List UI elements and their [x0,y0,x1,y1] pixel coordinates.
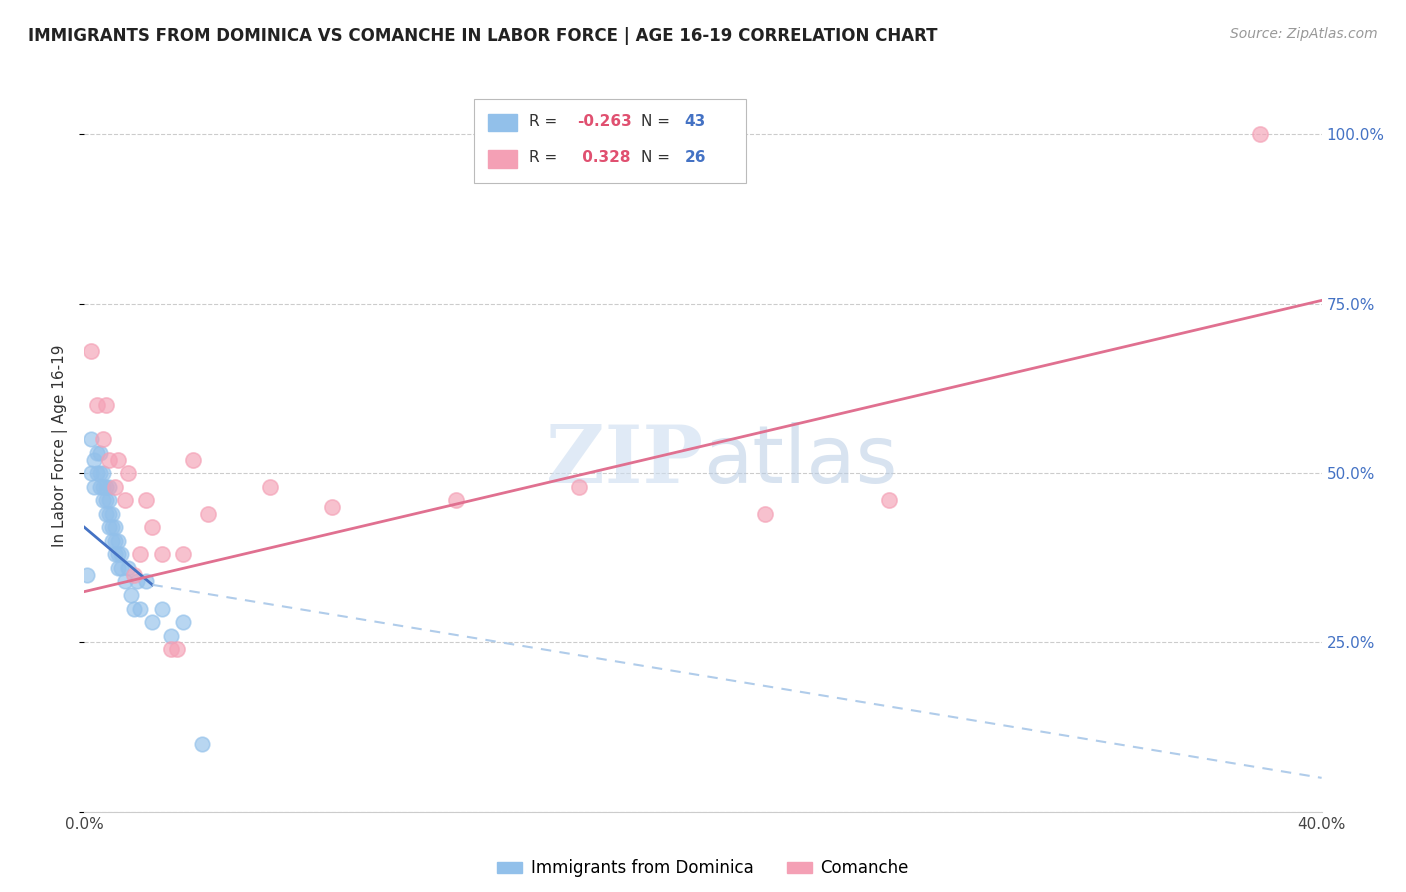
Point [79,344,101,359]
Point [110,561,132,575]
Point [104,547,127,561]
Point [160,629,183,643]
Point [104,533,127,548]
Point [94,480,117,494]
Point [120,588,142,602]
Point [172,615,194,629]
Point [181,452,204,467]
Point [89,466,111,480]
Point [107,533,129,548]
Point [83,480,105,494]
Point [568,480,591,494]
Point [107,547,129,561]
Point [91,493,114,508]
Point [197,507,219,521]
Point [91,432,114,446]
Point [129,547,152,561]
Point [79,466,101,480]
Point [150,601,173,615]
Point [89,480,111,494]
FancyBboxPatch shape [474,99,747,183]
Point [444,493,467,508]
Point [86,398,108,412]
Text: ZIP: ZIP [546,422,703,500]
Point [117,561,139,575]
Point [191,737,214,751]
Point [104,480,127,494]
Point [125,574,148,589]
Point [877,493,900,508]
Point [1249,128,1271,142]
Point [104,520,127,534]
Point [141,615,163,629]
Point [135,493,157,508]
Point [754,507,776,521]
Text: Source: ZipAtlas.com: Source: ZipAtlas.com [1230,27,1378,41]
Point [107,561,129,575]
Text: N =: N = [641,114,675,128]
Point [94,507,117,521]
Point [150,547,173,561]
Point [114,493,136,508]
Point [117,466,139,480]
Text: N =: N = [641,151,675,165]
Point [98,520,121,534]
Point [91,466,114,480]
Text: 0.328: 0.328 [576,151,630,165]
Text: 26: 26 [685,151,706,165]
Point [101,533,124,548]
Point [98,480,121,494]
Point [107,452,129,467]
Text: atlas: atlas [703,422,897,500]
Point [86,446,108,460]
Point [83,452,105,467]
Point [91,480,114,494]
Point [122,601,145,615]
Legend: Immigrants from Dominica, Comanche: Immigrants from Dominica, Comanche [491,853,915,884]
Point [101,507,124,521]
Text: R =: R = [529,151,561,165]
Point [160,642,183,657]
Point [114,574,136,589]
Point [94,398,117,412]
Point [321,500,343,514]
Point [141,520,163,534]
Point [172,547,194,561]
Text: -0.263: -0.263 [576,114,631,128]
Point [94,493,117,508]
Point [76,567,98,582]
FancyBboxPatch shape [488,114,517,131]
Y-axis label: In Labor Force | Age 16-19: In Labor Force | Age 16-19 [52,344,69,548]
Point [129,601,152,615]
Point [122,567,145,582]
Point [98,452,121,467]
Point [79,432,101,446]
Point [166,642,188,657]
Text: IMMIGRANTS FROM DOMINICA VS COMANCHE IN LABOR FORCE | AGE 16-19 CORRELATION CHAR: IMMIGRANTS FROM DOMINICA VS COMANCHE IN … [28,27,938,45]
FancyBboxPatch shape [488,151,517,168]
Point [98,493,121,508]
Point [86,466,108,480]
Point [135,574,157,589]
Point [89,446,111,460]
Point [101,520,124,534]
Point [110,547,132,561]
Text: 43: 43 [685,114,706,128]
Text: R =: R = [529,114,561,128]
Point [98,507,121,521]
Point [259,480,281,494]
